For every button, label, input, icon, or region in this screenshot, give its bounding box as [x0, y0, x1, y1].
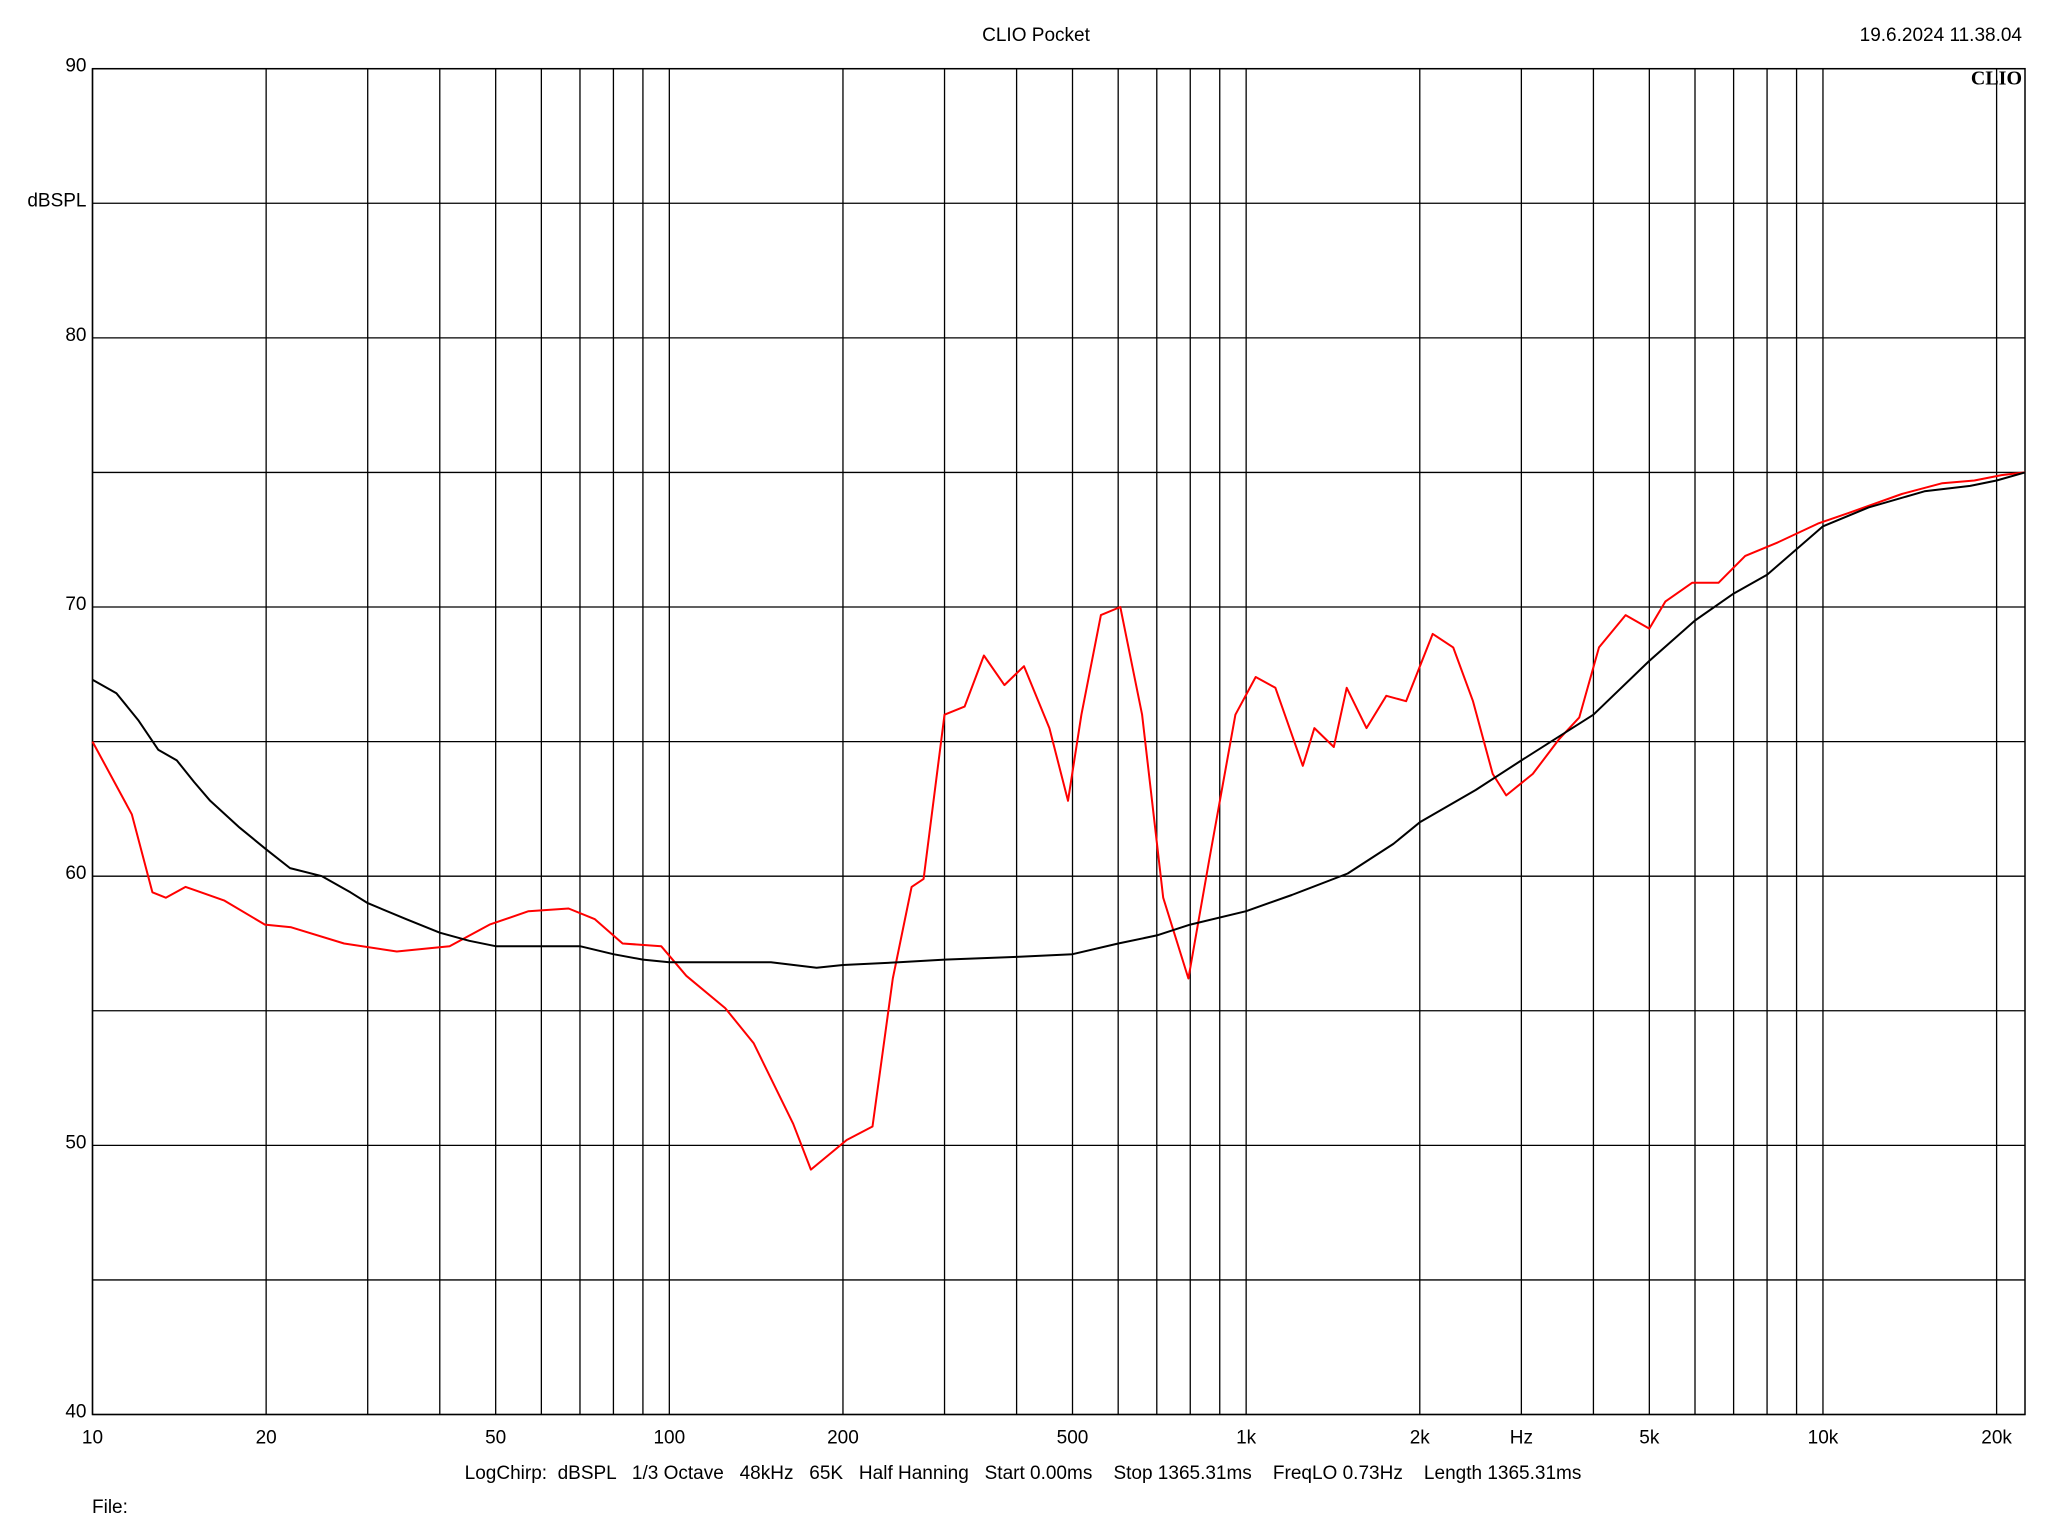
x-tick-label: 20k	[1981, 1428, 2012, 1449]
response-curve	[91, 471, 2026, 1171]
x-tick-label: 100	[653, 1428, 685, 1449]
y-tick-label: 70	[65, 594, 86, 615]
x-tick-label: 50	[485, 1428, 506, 1449]
x-tick-label: 2k	[1410, 1428, 1431, 1449]
measurement-info: LogChirp: dBSPL 1/3 Octave 48kHz 65K Hal…	[465, 1463, 1582, 1484]
y-tick-label: 40	[65, 1402, 86, 1423]
y-tick-label: 60	[65, 863, 86, 884]
y-tick-label: 50	[65, 1132, 86, 1153]
x-tick-label: 500	[1057, 1428, 1089, 1449]
y-tick-label: dBSPL	[27, 190, 86, 211]
x-tick-label: 5k	[1639, 1428, 1660, 1449]
chart-title: CLIO Pocket	[982, 25, 1090, 46]
timestamp: 19.6.2024 11.38.04	[1860, 25, 2023, 46]
x-tick-label: 20	[256, 1428, 277, 1449]
x-tick-label: 200	[827, 1428, 859, 1449]
response-curve	[92, 471, 2026, 969]
file-label: File:	[92, 1497, 128, 1518]
x-tick-label: 10k	[1808, 1428, 1839, 1449]
x-tick-label: 10	[82, 1428, 103, 1449]
x-tick-label: 1k	[1236, 1428, 1257, 1449]
x-tick-label: Hz	[1510, 1428, 1533, 1449]
y-tick-label: 80	[65, 325, 86, 346]
y-tick-label: 90	[65, 56, 86, 77]
